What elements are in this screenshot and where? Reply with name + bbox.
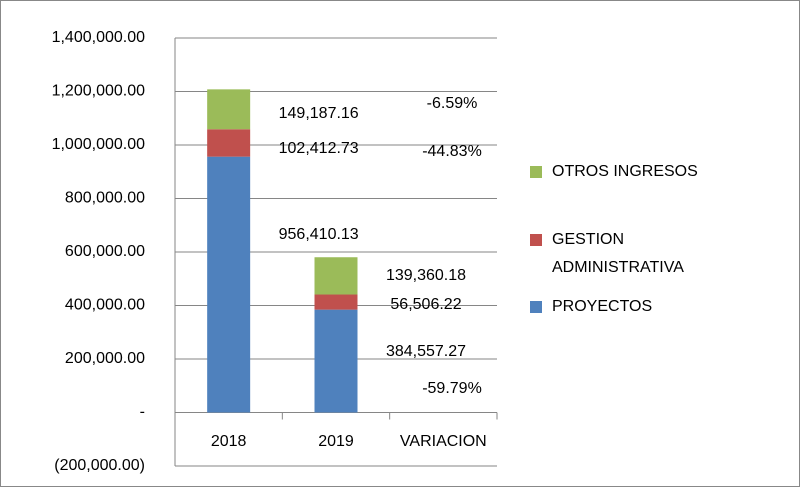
y-tick-label: 1,200,000.00	[52, 83, 146, 100]
x-tick-label: 2018	[211, 433, 247, 450]
data-label: 139,360.18	[386, 267, 466, 284]
bar-segment	[314, 257, 358, 295]
y-tick-label: 200,000.00	[65, 350, 145, 367]
x-tick-label: VARIACION	[400, 433, 487, 450]
bar-segment	[314, 294, 358, 310]
y-tick-label: 600,000.00	[65, 243, 145, 260]
data-label: 956,410.13	[279, 226, 359, 243]
bar-segment	[207, 129, 251, 157]
x-tick-label: 2019	[318, 433, 354, 450]
y-tick-label: 400,000.00	[65, 297, 145, 314]
data-label: 149,187.16	[279, 105, 359, 122]
y-tick-label: 1,400,000.00	[52, 29, 146, 46]
variation-label: -44.83%	[422, 143, 482, 160]
legend-swatch	[530, 301, 542, 313]
bar-segment	[207, 156, 251, 413]
legend-label: OTROS INGRESOS	[552, 163, 698, 180]
variation-label: -59.79%	[422, 380, 482, 397]
data-label: 56,506.22	[390, 296, 461, 313]
variation-label: -6.59%	[427, 95, 478, 112]
bar-segment	[314, 309, 358, 413]
y-tick-label: -	[140, 404, 145, 421]
data-label: 384,557.27	[386, 343, 466, 360]
legend-label: GESTION ADMINISTRATIVA	[552, 231, 684, 276]
legend-swatch	[530, 166, 542, 178]
data-label: 102,412.73	[279, 140, 359, 157]
y-tick-label: 800,000.00	[65, 190, 145, 207]
legend-swatch	[530, 234, 542, 246]
y-tick-label: (200,000.00)	[54, 457, 145, 474]
y-tick-label: 1,000,000.00	[52, 136, 146, 153]
bar-segment	[207, 89, 251, 130]
legend-label: PROYECTOS	[552, 298, 653, 315]
